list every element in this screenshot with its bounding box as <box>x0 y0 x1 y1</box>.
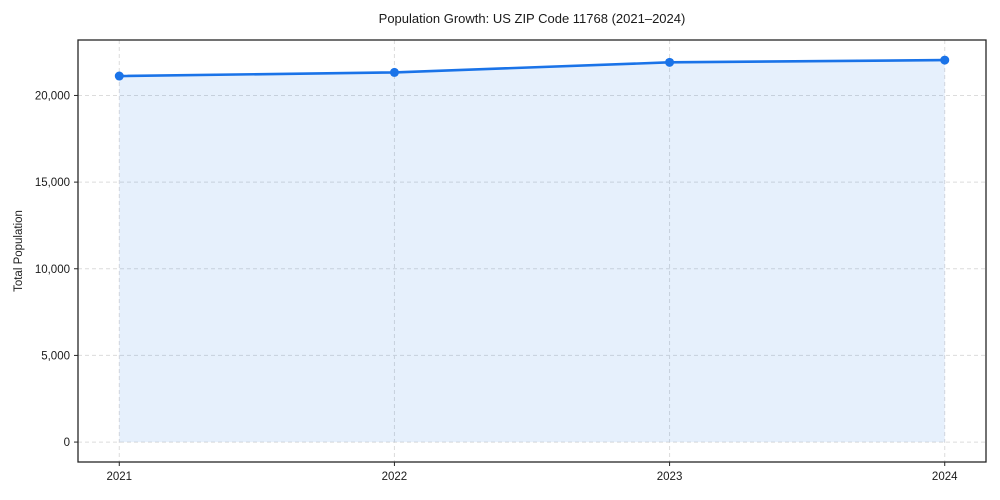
y-tick-label: 5,000 <box>41 350 70 362</box>
data-point-2021 <box>114 71 124 81</box>
x-tick-label: 2021 <box>106 471 132 483</box>
x-tick-label: 2022 <box>382 471 408 483</box>
data-point-2022 <box>389 67 399 77</box>
plot-frame <box>77 39 987 463</box>
data-point-2023 <box>665 57 675 67</box>
population-line <box>117 58 947 78</box>
y-axis-label: Total Population <box>13 210 25 292</box>
x-tick-label: 2023 <box>657 471 683 483</box>
area-fill <box>119 60 945 443</box>
chart-title: Population Growth: US ZIP Code 11768 (20… <box>378 11 686 26</box>
y-tick-label: 20,000 <box>35 90 70 102</box>
data-point-2024 <box>940 55 950 65</box>
y-tick-label: 10,000 <box>35 264 70 276</box>
y-tick-label: 15,000 <box>35 177 70 189</box>
y-tick-label: 0 <box>64 437 70 449</box>
x-tick-label: 2024 <box>932 471 958 483</box>
